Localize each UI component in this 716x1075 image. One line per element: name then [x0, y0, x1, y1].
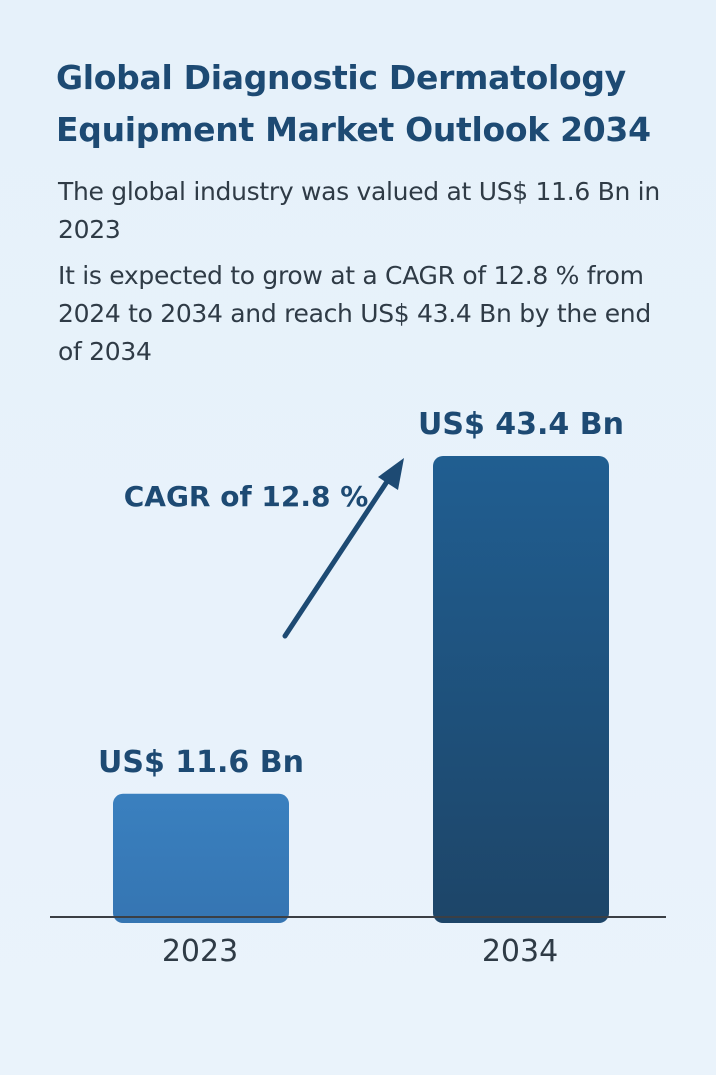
growth-arrow-head	[378, 458, 404, 490]
page-title: Global Diagnostic Dermatology Equipment …	[56, 58, 651, 149]
bar-2034	[433, 456, 609, 923]
data-label-2023: US$ 11.6 Bn	[98, 745, 304, 780]
x-tick-label-2034: 2034	[482, 934, 558, 969]
cagr-annotation: CAGR of 12.8 %	[124, 480, 369, 513]
growth-description: It is expected to grow at a CAGR of 12.8…	[58, 261, 651, 366]
growth-arrow	[282, 471, 395, 639]
x-tick-label-2023: 2023	[162, 934, 238, 969]
data-label-2034: US$ 43.4 Bn	[418, 407, 624, 442]
bar-2023	[113, 793, 289, 923]
valuation-description: The global industry was valued at US$ 11…	[58, 177, 660, 244]
